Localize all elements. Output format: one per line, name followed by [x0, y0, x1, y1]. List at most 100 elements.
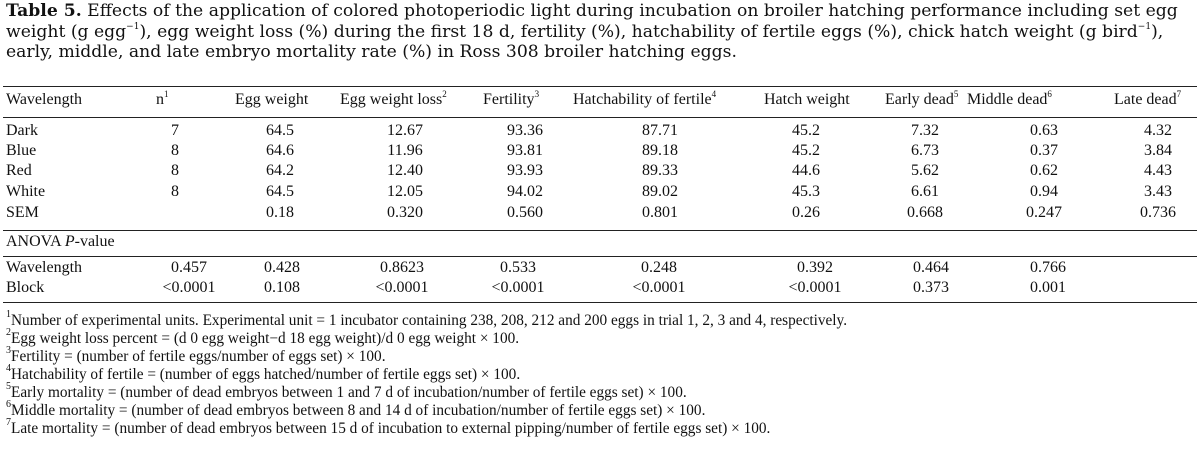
table-cell: 3.43	[1144, 183, 1172, 200]
table-cell: 8	[171, 183, 179, 200]
table-cell: 45.2	[792, 122, 820, 139]
table-cell: 64.2	[266, 162, 294, 179]
column-header-label: Hatch weight	[764, 91, 850, 108]
table-cell: 64.5	[266, 183, 294, 200]
table-cell: 0.18	[266, 204, 294, 221]
table-cell: 89.33	[642, 162, 678, 179]
table-cell: 0.37	[1030, 142, 1058, 159]
row-label: Blue	[6, 142, 37, 159]
anova-cell: <0.0001	[491, 279, 545, 296]
footnote: 5Early mortality = (number of dead embry…	[6, 380, 687, 402]
footnote-marker: 1	[6, 308, 11, 320]
table-cell: 0.94	[1030, 183, 1058, 200]
table-cell: 64.6	[266, 142, 294, 159]
table-caption: Table 5. Effects of the application of c…	[6, 1, 1196, 63]
footnote-marker: 5	[6, 380, 11, 392]
table-cell: 5.62	[911, 162, 939, 179]
footnote-text: Fertility = (number of fertile eggs/numb…	[11, 348, 386, 365]
body-bottom-rule	[3, 230, 1197, 231]
column-header-label: Wavelength	[6, 91, 83, 108]
row-label: Red	[6, 162, 32, 179]
table-cell: 93.81	[507, 142, 543, 159]
footnote: 7Late mortality = (number of dead embryo…	[6, 416, 771, 438]
table-cell: 4.32	[1144, 122, 1172, 139]
caption-line-1: Table 5. Effects of the application of c…	[6, 1, 1178, 21]
footnote-marker: 1	[164, 88, 169, 99]
table-cell: 12.67	[387, 122, 423, 139]
footnote-text: Hatchability of fertile = (number of egg…	[11, 366, 521, 383]
footnote-text: Number of experimental units. Experiment…	[11, 312, 848, 329]
table-cell: 3.84	[1144, 142, 1172, 159]
footnote-marker: 3	[534, 88, 540, 99]
table-cell: 45.2	[792, 142, 820, 159]
table-cell: 94.02	[507, 183, 543, 200]
row-label: White	[6, 183, 46, 200]
footnote-marker: 7	[1176, 88, 1182, 99]
anova-cell: <0.0001	[375, 279, 429, 296]
footnote: 1Number of experimental units. Experimen…	[6, 308, 848, 330]
footnote-text: Middle mortality = (number of dead embry…	[11, 402, 706, 419]
table-cell: 12.40	[387, 162, 423, 179]
anova-cell: 0.392	[797, 259, 833, 276]
row-label: SEM	[6, 204, 39, 221]
table-cell: 0.320	[387, 204, 423, 221]
column-header: n1	[156, 88, 169, 109]
table-cell: 4.43	[1144, 162, 1172, 179]
anova-cell: 0.001	[1030, 279, 1066, 296]
caption-line-3: early, middle, and late embryo mortality…	[6, 42, 737, 62]
footnote-marker: 4	[6, 362, 11, 374]
column-header-label: Egg weight	[235, 91, 309, 108]
table-cell: 8	[171, 142, 179, 159]
table-cell: 0.560	[507, 204, 543, 221]
anova-cell: 0.8623	[380, 259, 424, 276]
table-cell: 6.61	[911, 183, 939, 200]
anova-cell: 0.373	[913, 279, 949, 296]
caption-line-2: weight (g egg−1), egg weight loss (%) du…	[6, 21, 1164, 42]
footnote-text: Early mortality = (number of dead embryo…	[11, 384, 687, 401]
row-label: Wavelength	[6, 259, 83, 276]
footnote-marker: 7	[6, 416, 11, 428]
column-header: Late dead7	[1114, 88, 1182, 109]
table-cell: 0.26	[792, 204, 820, 221]
anova-cell: 0.464	[913, 259, 949, 276]
column-header-label: Egg weight loss	[340, 91, 443, 108]
row-label: Dark	[6, 122, 38, 139]
footnote-text: Egg weight loss percent = (d 0 egg weigh…	[11, 330, 520, 347]
footnote: 2Egg weight loss percent = (d 0 egg weig…	[6, 326, 520, 348]
row-label: Block	[6, 279, 45, 296]
table-cell: 6.73	[911, 142, 939, 159]
table-cell: 8	[171, 162, 179, 179]
anova-rule	[3, 256, 1197, 257]
anova-cell: 0.428	[264, 259, 300, 276]
column-header: Egg weight	[235, 91, 308, 109]
column-header: Fertility3	[483, 88, 540, 109]
footnote-marker: 4	[711, 88, 717, 99]
table-cell: 11.96	[387, 142, 423, 159]
footnote-text: Late mortality = (number of dead embryos…	[11, 420, 771, 437]
table-cell: 0.62	[1030, 162, 1058, 179]
table-cell: 45.3	[792, 183, 820, 200]
table-cell: 89.02	[642, 183, 678, 200]
column-header-label: n	[156, 91, 164, 108]
table-cell: 7	[171, 122, 179, 139]
footnote-marker: 6	[1047, 88, 1052, 99]
footnote-marker: 2	[442, 88, 447, 99]
table-cell: 93.93	[507, 162, 543, 179]
column-header-label: Middle dead	[967, 91, 1048, 108]
column-header: Hatch weight	[764, 91, 850, 109]
footnote-marker: 5	[953, 88, 959, 99]
anova-cell: 0.533	[500, 259, 536, 276]
footnote-marker: 2	[6, 326, 11, 338]
column-header: Early dead5	[885, 88, 959, 109]
table-cell: 0.63	[1030, 122, 1058, 139]
anova-cell: 0.766	[1030, 259, 1066, 276]
table-cell: 64.5	[266, 122, 294, 139]
table-cell: 0.736	[1140, 204, 1176, 221]
header-bottom-rule	[3, 117, 1197, 118]
anova-cell: <0.0001	[632, 279, 686, 296]
footnote-marker: 3	[6, 344, 11, 356]
table-cell: 89.18	[642, 142, 678, 159]
footnote: 4Hatchability of fertile = (number of eg…	[6, 362, 521, 384]
table-cell: 7.32	[911, 122, 939, 139]
table-cell: 0.801	[642, 204, 678, 221]
